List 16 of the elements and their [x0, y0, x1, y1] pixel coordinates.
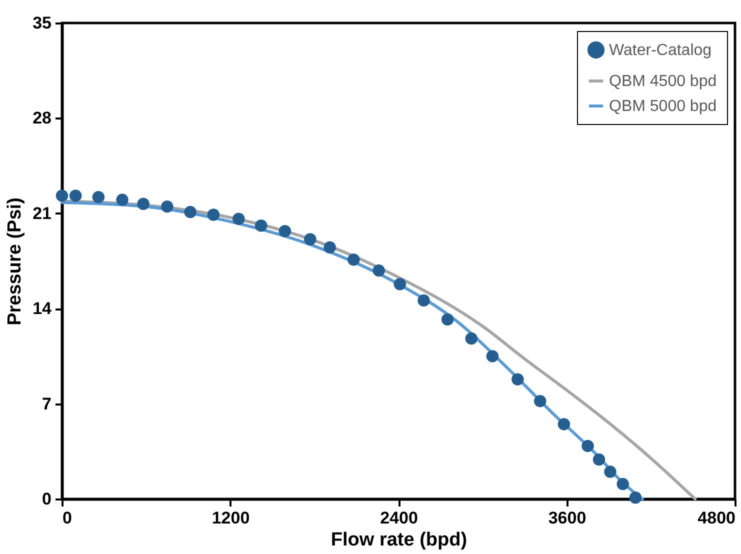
x-tick-label: 4800 [698, 508, 736, 528]
legend-label: Water-Catalog [609, 42, 712, 59]
y-axis-title: Pressure (Psi) [4, 198, 26, 326]
y-tick-label: 21 [32, 204, 52, 223]
x-tick-label: 1200 [212, 508, 250, 528]
y-tick-label: 35 [32, 14, 52, 32]
x-tick-label: 0 [62, 508, 72, 528]
legend-label: QBM 5000 bpd [609, 98, 717, 115]
y-tick-label: 28 [32, 108, 52, 128]
y-tick-label: 14 [32, 299, 52, 318]
x-axis-title: Flow rate (bpd) [330, 530, 468, 550]
x-tick-label: 2400 [380, 508, 418, 528]
y-tick-label: 7 [42, 394, 52, 414]
x-tick-label: 3600 [548, 508, 586, 528]
y-tick-label: 0 [42, 490, 52, 508]
legend-label: QBM 4500 bpd [609, 73, 717, 90]
